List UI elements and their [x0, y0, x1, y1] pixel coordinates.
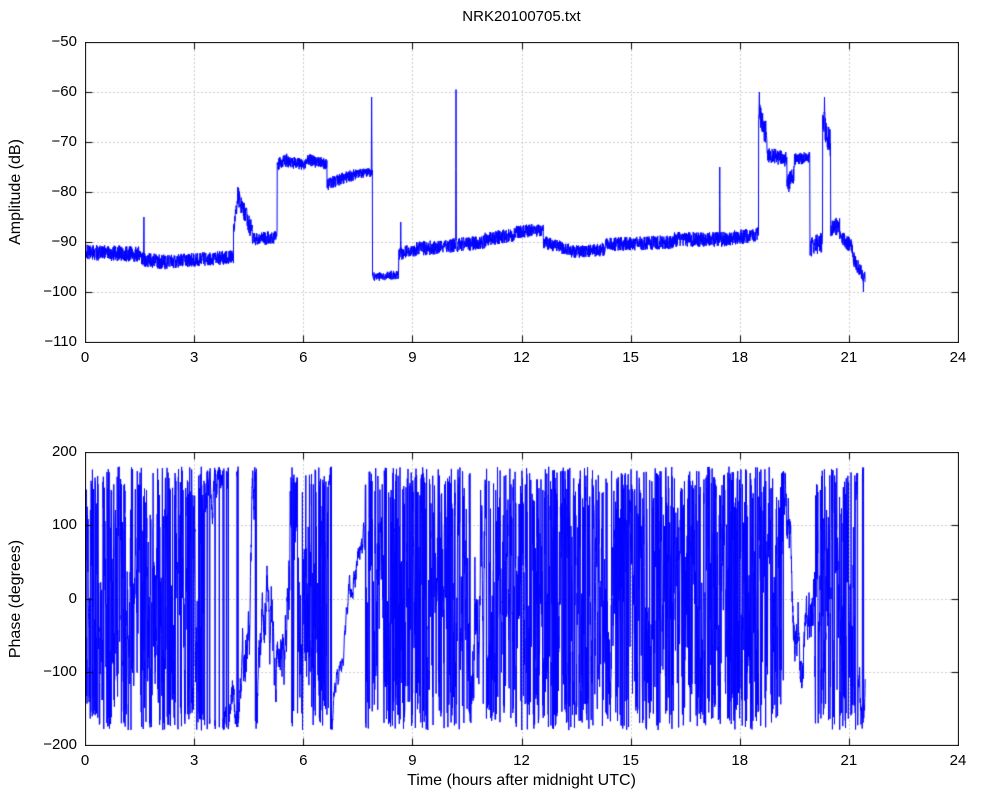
- y-tick-label: −100: [43, 662, 77, 680]
- x-tick-label: 6: [299, 349, 308, 366]
- y-tick-label: −80: [51, 183, 77, 200]
- x-tick-label: 24: [949, 752, 967, 769]
- y-tick-label: 100: [51, 516, 77, 534]
- x-tick-label: 6: [299, 752, 308, 769]
- y-tick-label: −100: [43, 283, 77, 300]
- x-tick-label: 0: [80, 349, 90, 366]
- x-tick-label: 15: [622, 349, 639, 366]
- y-tick-label: 200: [51, 443, 77, 460]
- x-tick-label: 9: [408, 752, 417, 769]
- x-tick-label: 3: [189, 349, 199, 366]
- time-axis-label: Time (hours after midnight UTC): [407, 772, 636, 789]
- y-tick-label: −60: [51, 83, 77, 100]
- x-tick-label: 21: [840, 752, 858, 769]
- x-tick-label: 3: [189, 752, 199, 769]
- amplitude-plot-canvas: [85, 42, 959, 343]
- x-tick-label: 15: [622, 752, 639, 769]
- x-tick-label: 18: [731, 752, 749, 769]
- phase-plot-canvas: [85, 452, 959, 746]
- y-tick-label: 0: [68, 589, 77, 607]
- y-tick-label: −70: [51, 133, 77, 150]
- y-tick-label: −50: [51, 33, 77, 50]
- x-tick-label: 9: [408, 349, 417, 366]
- x-tick-label: 24: [949, 349, 967, 366]
- x-tick-label: 12: [513, 752, 530, 769]
- y-tick-label: −200: [43, 736, 77, 753]
- x-tick-label: 0: [80, 752, 90, 769]
- y-tick-label: −110: [44, 333, 77, 350]
- x-tick-label: 18: [731, 349, 749, 366]
- y-tick-label: −90: [51, 233, 77, 250]
- x-tick-label: 21: [840, 349, 858, 366]
- x-tick-label: 12: [513, 349, 530, 366]
- figure-title: NRK20100705.txt: [462, 8, 581, 25]
